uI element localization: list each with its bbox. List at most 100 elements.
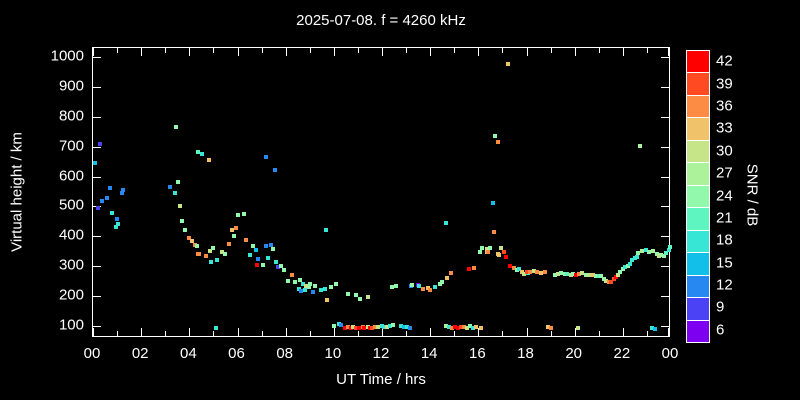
data-point	[110, 211, 114, 215]
axis-tick	[661, 326, 669, 327]
data-point	[114, 225, 118, 229]
data-point	[376, 325, 380, 329]
colorbar-segment	[687, 118, 709, 140]
data-point	[354, 326, 358, 330]
data-point	[286, 279, 290, 283]
data-point	[183, 228, 187, 232]
data-point	[244, 238, 248, 242]
data-point	[303, 288, 307, 292]
data-point	[584, 273, 588, 277]
data-point	[313, 284, 317, 288]
x-tick-label: 12	[372, 345, 390, 362]
data-point	[471, 326, 475, 330]
data-point	[576, 326, 580, 330]
axis-tick	[93, 117, 101, 118]
axis-tick	[358, 48, 359, 53]
data-point	[211, 246, 215, 250]
colorbar-segment	[687, 73, 709, 95]
x-tick-label: 08	[276, 345, 293, 362]
data-point	[609, 280, 613, 284]
axis-tick	[189, 48, 190, 56]
data-point	[319, 288, 323, 292]
data-point	[630, 258, 634, 262]
y-tick-label: 100	[58, 316, 84, 334]
data-point	[323, 287, 327, 291]
axis-tick	[93, 48, 94, 56]
axis-tick	[502, 331, 503, 336]
data-point	[96, 206, 100, 210]
data-point	[621, 267, 625, 271]
x-tick-label: 00	[83, 345, 101, 362]
data-point	[121, 188, 125, 192]
data-point	[266, 256, 270, 260]
data-point	[433, 285, 437, 289]
data-point	[440, 280, 444, 284]
axis-tick	[286, 328, 287, 336]
axis-tick	[310, 48, 311, 53]
axis-tick	[262, 48, 263, 53]
colorbar-tick-label: 9	[716, 298, 725, 316]
axis-tick	[334, 328, 335, 336]
data-point	[271, 247, 275, 251]
data-point	[232, 234, 236, 238]
data-point	[168, 185, 172, 189]
data-point	[480, 246, 484, 250]
colorbar-tick-label: 39	[716, 75, 733, 93]
data-point	[187, 236, 191, 240]
data-point	[264, 155, 268, 159]
axis-tick	[238, 328, 239, 336]
data-point	[444, 324, 448, 328]
data-point	[543, 270, 547, 274]
data-point	[173, 191, 177, 195]
data-point	[614, 275, 618, 279]
data-point	[382, 325, 386, 329]
axis-tick	[93, 296, 101, 297]
data-point	[227, 242, 231, 246]
data-point	[230, 228, 234, 232]
axis-tick	[310, 331, 311, 336]
colorbar-tick-label: 33	[716, 119, 733, 137]
axis-tick	[478, 48, 479, 56]
data-point	[214, 326, 218, 330]
data-point	[370, 326, 374, 330]
data-point	[628, 262, 632, 266]
data-point	[417, 284, 421, 288]
data-point	[242, 212, 246, 216]
data-point	[438, 282, 442, 286]
data-point	[468, 324, 472, 328]
data-point	[251, 244, 255, 248]
data-point	[346, 292, 350, 296]
data-point	[459, 325, 463, 329]
data-point	[329, 285, 333, 289]
axis-tick	[93, 236, 101, 237]
data-point	[311, 290, 315, 294]
data-point	[174, 125, 178, 129]
data-point	[273, 168, 277, 172]
axis-tick	[661, 57, 669, 58]
data-point	[405, 325, 409, 329]
data-point	[261, 263, 265, 267]
axis-tick	[668, 48, 669, 56]
axis-tick	[551, 331, 552, 336]
axis-tick	[93, 328, 94, 336]
axis-tick	[575, 48, 576, 56]
data-point	[599, 274, 603, 278]
colorbar-tick-label: 18	[716, 231, 733, 249]
data-point	[223, 252, 227, 256]
data-point	[618, 270, 622, 274]
axis-tick	[478, 328, 479, 336]
axis-tick	[358, 331, 359, 336]
axis-tick	[527, 48, 528, 56]
axis-tick	[623, 48, 624, 56]
data-point	[667, 248, 671, 252]
data-point	[549, 326, 553, 330]
data-point	[485, 247, 489, 251]
data-point	[325, 298, 329, 302]
data-point	[644, 248, 648, 252]
data-point	[580, 271, 584, 275]
colorbar-tick-label: 36	[716, 97, 733, 115]
data-point	[391, 323, 395, 327]
axis-tick	[213, 331, 214, 336]
data-point	[290, 273, 294, 277]
data-point	[100, 199, 104, 203]
